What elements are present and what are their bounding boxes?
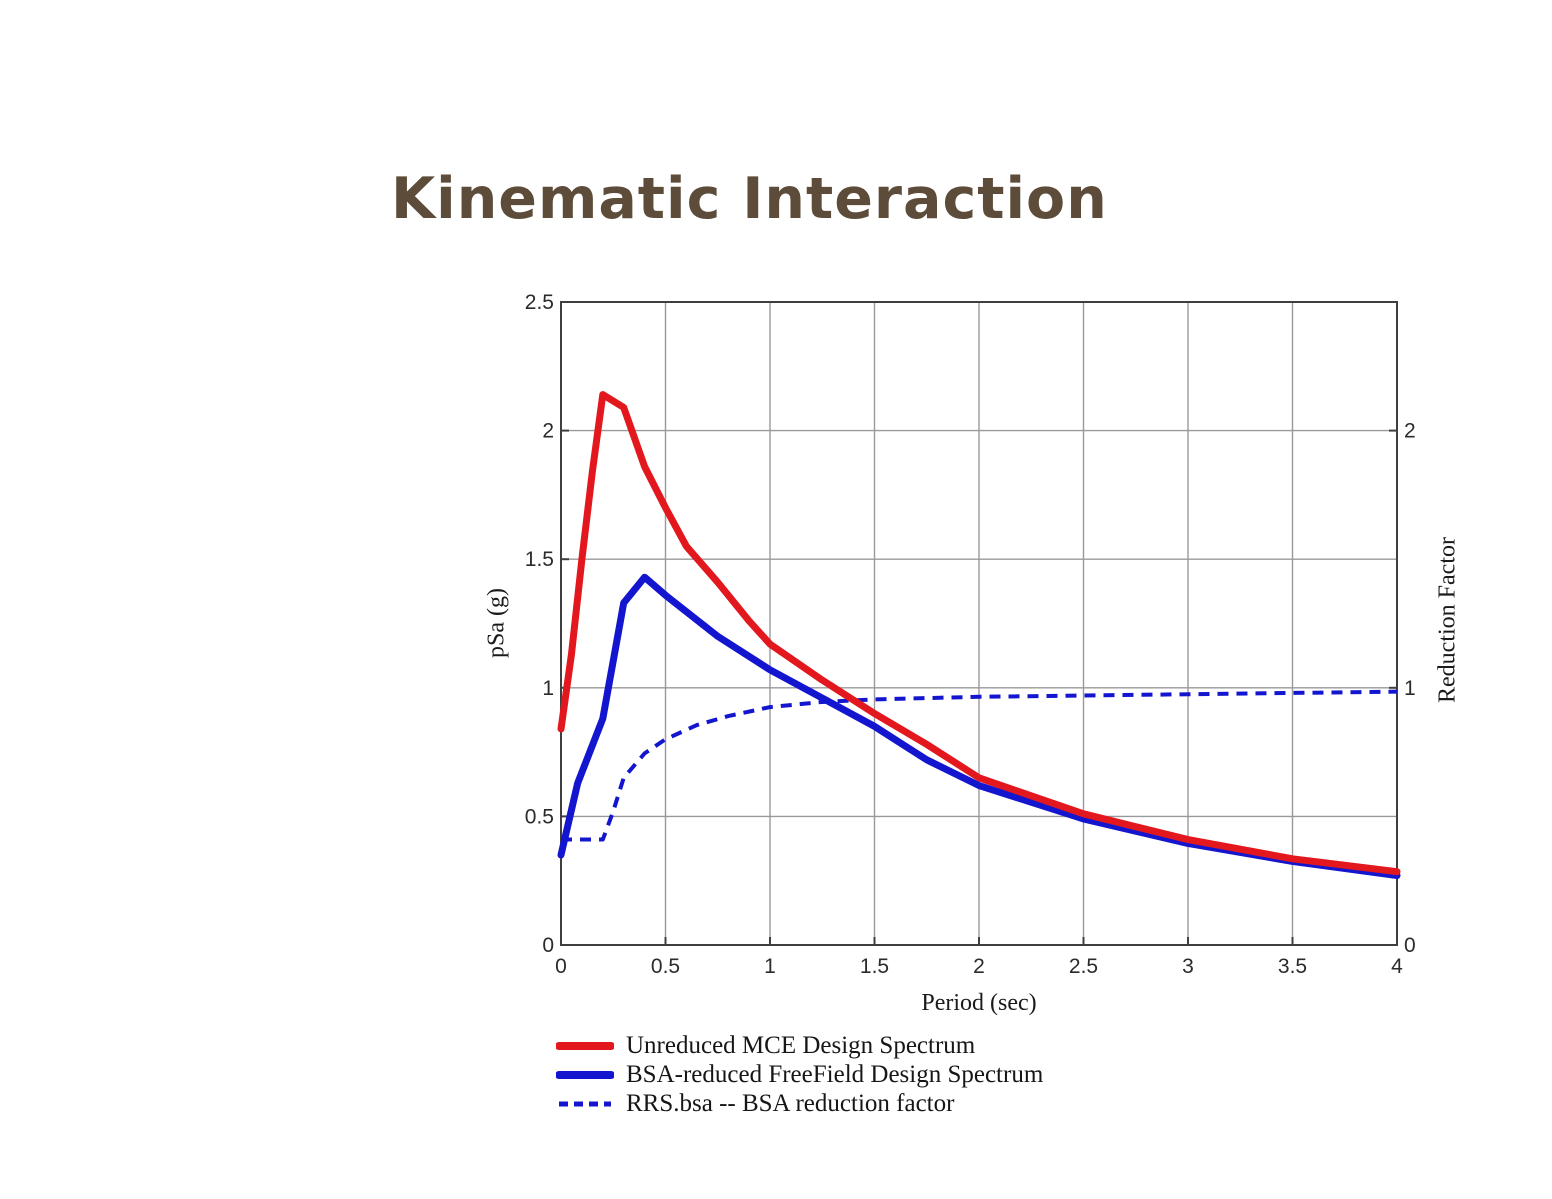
- legend-label: RRS.bsa -- BSA reduction factor: [626, 1089, 955, 1117]
- x-tick-label: 1.5: [860, 955, 889, 978]
- y-right-tick-label: 1: [1404, 677, 1416, 700]
- x-tick-label: 0: [555, 955, 567, 978]
- legend-swatch-line-1: [556, 1070, 614, 1079]
- y-right-tick-label: 2: [1404, 420, 1416, 443]
- y-left-tick-label: 2.5: [525, 291, 554, 314]
- y-axis-title-right: Reduction Factor: [1434, 537, 1461, 703]
- series-line-rrs-bsa-bsa-reduction-factor: [561, 689, 1398, 842]
- y-left-tick-label: 0: [542, 934, 554, 957]
- legend-label: BSA-reduced FreeField Design Spectrum: [626, 1060, 1044, 1088]
- chart-legend: Unreduced MCE Design Spectrum BSA-reduce…: [556, 1031, 1043, 1118]
- x-tick-label: 3: [1182, 955, 1194, 978]
- y-right-tick-label: 0: [1404, 934, 1416, 957]
- y-axis-title-left: pSa (g): [483, 588, 510, 658]
- y-left-tick-label: 1.5: [525, 548, 554, 571]
- legend-item-bsa-reduced: BSA-reduced FreeField Design Spectrum: [556, 1060, 1043, 1089]
- legend-label: Unreduced MCE Design Spectrum: [626, 1031, 976, 1059]
- x-tick-label: 0.5: [651, 955, 680, 978]
- x-axis-title: Period (sec): [921, 990, 1037, 1016]
- legend-swatch-line-2: [559, 1101, 611, 1106]
- x-tick-label: 4: [1391, 955, 1403, 978]
- x-tick-label: 2: [973, 955, 985, 978]
- series-line-unreduced-mce-design-spectrum: [557, 391, 1401, 876]
- legend-item-rrs-bsa: RRS.bsa -- BSA reduction factor: [556, 1089, 1043, 1118]
- x-tick-label: 2.5: [1069, 955, 1098, 978]
- legend-item-unreduced-mce: Unreduced MCE Design Spectrum: [556, 1031, 1043, 1060]
- legend-swatch-line-0: [556, 1041, 614, 1050]
- x-tick-label: 1: [764, 955, 776, 978]
- x-tick-label: 3.5: [1278, 955, 1307, 978]
- series-line-bsa-reduced-freefield-design-spectrum: [557, 573, 1401, 880]
- y-left-tick-label: 2: [542, 420, 554, 443]
- y-left-tick-label: 0.5: [525, 805, 554, 828]
- y-left-tick-label: 1: [542, 677, 554, 700]
- page-title: Kinematic Interaction: [391, 166, 1108, 232]
